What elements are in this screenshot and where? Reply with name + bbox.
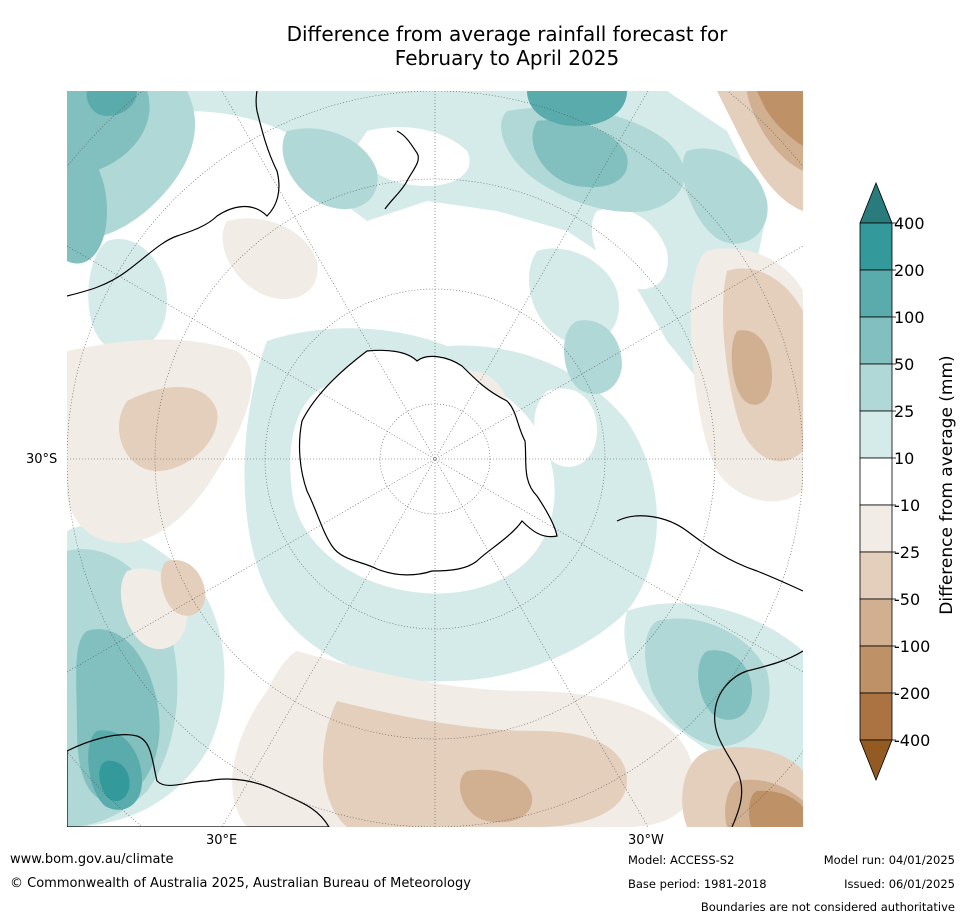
chart-title: Difference from average rainfall forecas… xyxy=(67,22,947,70)
colorbar-tick-label: 400 xyxy=(894,214,925,233)
colorbar-tick-label: 50 xyxy=(894,355,914,374)
colorbar-band xyxy=(859,692,893,741)
anomaly-minus100-200-layer xyxy=(749,91,803,827)
colorbar-tick-label: 10 xyxy=(894,449,914,468)
south-america-coastline xyxy=(616,515,803,827)
lon-label-30w: 30°W xyxy=(628,833,664,848)
colorbar-band xyxy=(859,504,893,553)
colorbar-band xyxy=(859,222,893,271)
lat-label-30s: 30°S xyxy=(26,452,58,467)
colorbar-tick-label: 25 xyxy=(894,402,914,421)
colorbar-ticks: 400 200 100 50 25 10 -10 -25 -50 -100 -200 -400 xyxy=(892,214,930,750)
title-line-2: February to April 2025 xyxy=(394,46,620,70)
colorbar-extend-bottom xyxy=(859,739,893,782)
colorbar-tick-label: -50 xyxy=(894,590,920,609)
footer-copyright: © Commonwealth of Australia 2025, Austra… xyxy=(10,876,471,891)
rainfall-anomaly-map xyxy=(67,91,803,827)
colorbar-band xyxy=(859,410,893,459)
colorbar-label: Difference from average (mm) xyxy=(937,355,957,614)
colorbar-boxes xyxy=(859,181,893,782)
colorbar-band xyxy=(859,551,893,600)
colorbar-band xyxy=(859,645,893,694)
footer-model: Model: ACCESS-S2 xyxy=(628,853,735,867)
footer-base-period: Base period: 1981-2018 xyxy=(628,877,767,891)
colorbar-extend-top xyxy=(859,181,893,224)
colorbar-band xyxy=(859,269,893,318)
footer-disclaimer: Boundaries are not considered authoritat… xyxy=(700,900,955,914)
colorbar-tick-label: -200 xyxy=(894,684,930,703)
graticule xyxy=(67,91,803,827)
footer-issued: Issued: 06/01/2025 xyxy=(844,877,955,891)
colorbar-band xyxy=(859,457,893,506)
colorbar-tick-label: 200 xyxy=(894,261,925,280)
new-zealand-coastline xyxy=(384,130,419,210)
colorbar-band xyxy=(859,316,893,365)
footer-url[interactable]: www.bom.gov.au/climate xyxy=(10,852,174,867)
colorbar-tick-label: -25 xyxy=(894,543,920,562)
colorbar-band xyxy=(859,598,893,647)
footer-model-run: Model run: 04/01/2025 xyxy=(823,853,955,867)
colorbar-band xyxy=(859,363,893,412)
colorbar-tick-label: -10 xyxy=(894,496,920,515)
colorbar-tick-label: -400 xyxy=(894,731,930,750)
anomaly-200-400-layer xyxy=(99,760,130,802)
lon-label-30e: 30°E xyxy=(206,833,238,848)
colorbar-tick-label: -100 xyxy=(894,637,930,656)
africa-coastline xyxy=(67,91,280,297)
colorbar-tick-label: 100 xyxy=(894,308,925,327)
title-line-1: Difference from average rainfall forecas… xyxy=(286,22,728,46)
colorbar: 400 200 100 50 25 10 -10 -25 -50 -100 -200 -400 Dif… xyxy=(859,181,957,782)
